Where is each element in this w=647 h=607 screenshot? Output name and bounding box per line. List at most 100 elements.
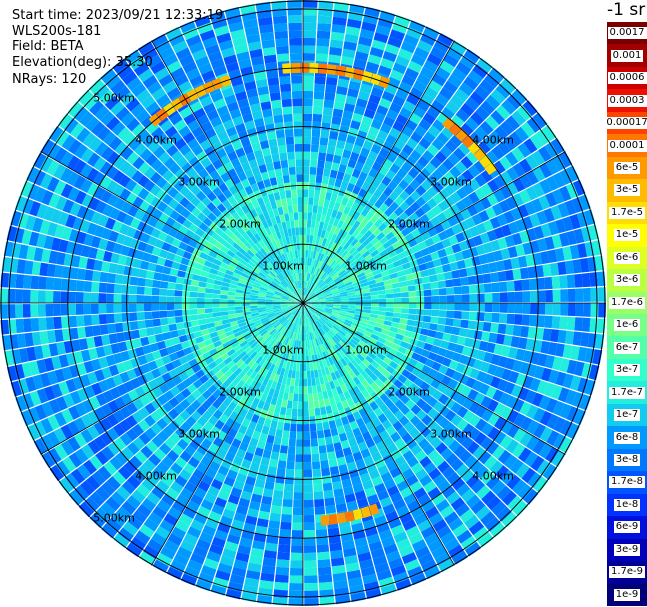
- range-gate: [217, 130, 229, 142]
- range-gate: [130, 103, 145, 118]
- range-gate: [164, 125, 178, 139]
- range-gate: [272, 304, 281, 307]
- range-gate: [400, 341, 410, 349]
- range-gate: [278, 144, 287, 154]
- range-gate: [551, 276, 561, 289]
- range-gate: [376, 232, 386, 241]
- high-backscatter-cell: [467, 141, 481, 155]
- range-gate: [160, 546, 176, 560]
- range-gate: [343, 345, 352, 354]
- range-gate: [191, 207, 202, 218]
- range-gate: [288, 304, 296, 307]
- range-gate: [250, 270, 259, 277]
- range-gate: [273, 23, 288, 32]
- range-gate: [324, 310, 332, 314]
- range-gate: [241, 417, 251, 428]
- range-gate: [54, 444, 68, 460]
- range-gate: [304, 288, 307, 296]
- range-gate: [344, 493, 356, 503]
- range-gate: [305, 340, 308, 349]
- range-gate: [262, 211, 271, 220]
- range-gate: [572, 179, 586, 196]
- range-gate: [203, 102, 216, 115]
- range-gate: [97, 214, 109, 227]
- range-gate: [303, 234, 307, 243]
- range-gate: [137, 355, 148, 366]
- range-gate: [541, 367, 552, 382]
- range-gate: [262, 108, 273, 118]
- range-gate: [255, 276, 264, 283]
- range-gate: [297, 288, 301, 296]
- range-gate: [238, 321, 247, 328]
- range-gate: [110, 80, 126, 95]
- range-gate: [208, 134, 220, 146]
- range-gate: [303, 128, 312, 137]
- range-gate: [217, 393, 227, 404]
- radar-ppi-map: [0, 0, 606, 606]
- range-gate: [292, 291, 299, 298]
- range-gate: [66, 155, 81, 171]
- range-gate: [156, 499, 171, 513]
- range-gate: [368, 126, 380, 137]
- range-gate: [207, 485, 220, 497]
- range-gate: [458, 373, 470, 385]
- range-gate: [526, 419, 540, 435]
- range-gate: [231, 211, 241, 221]
- range-gate: [545, 398, 558, 413]
- range-gate: [308, 316, 313, 325]
- range-gate: [178, 80, 193, 94]
- range-gate: [166, 449, 180, 462]
- range-gate: [47, 143, 61, 160]
- range-gate: [401, 303, 410, 309]
- range-gate: [83, 292, 92, 303]
- range-gate: [99, 161, 113, 176]
- range-gate: [137, 174, 150, 188]
- range-gate: [366, 257, 375, 265]
- range-gate: [386, 303, 394, 308]
- range-gate: [87, 410, 100, 425]
- range-gate: [178, 334, 188, 343]
- range-gate: [196, 150, 208, 163]
- range-gate: [270, 282, 278, 288]
- range-gate: [182, 27, 199, 41]
- range-gate: [126, 441, 140, 456]
- range-gate: [237, 226, 246, 236]
- range-gate: [288, 30, 302, 39]
- range-gate: [436, 525, 452, 539]
- range-gate: [315, 268, 321, 276]
- range-gate: [526, 404, 539, 419]
- range-gate: [242, 73, 255, 84]
- range-gate: [525, 435, 540, 451]
- range-gate: [296, 431, 303, 440]
- ring-label-1: 1.00km: [345, 259, 387, 273]
- range-gate: [196, 303, 205, 309]
- range-gate: [539, 162, 553, 179]
- range-gate: [144, 278, 154, 288]
- range-gate: [245, 336, 254, 344]
- range-gate: [214, 497, 227, 509]
- range-gate: [488, 67, 505, 83]
- range-gate: [281, 399, 288, 408]
- range-gate: [320, 214, 327, 223]
- range-gate: [317, 306, 326, 309]
- range-gate: [133, 62, 150, 77]
- range-gate: [191, 173, 203, 185]
- range-gate: [400, 162, 413, 174]
- range-gate: [319, 282, 327, 289]
- range-gate: [167, 282, 176, 290]
- range-gate: [241, 353, 250, 362]
- range-gate: [280, 514, 292, 523]
- range-gate: [268, 520, 281, 530]
- range-gate: [195, 579, 212, 592]
- range-gate: [388, 236, 399, 245]
- colorbar-tick-label: 1e-5: [613, 229, 641, 242]
- range-gate: [296, 363, 300, 372]
- range-gate: [313, 98, 324, 108]
- range-gate: [269, 260, 277, 268]
- range-gate: [278, 254, 285, 263]
- range-gate: [303, 301, 311, 303]
- range-gate: [291, 408, 298, 417]
- range-gate: [310, 151, 319, 160]
- range-gate: [493, 250, 503, 262]
- range-gate: [219, 307, 228, 312]
